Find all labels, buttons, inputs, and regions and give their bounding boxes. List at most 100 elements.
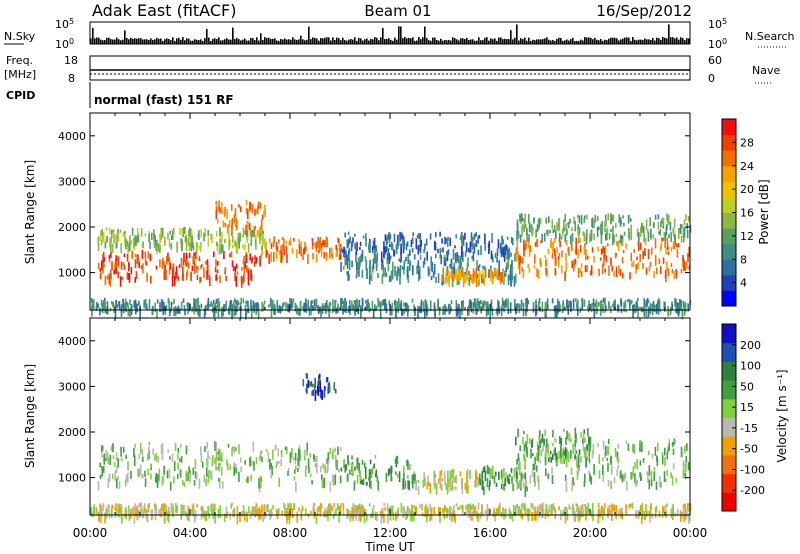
colorbar-tick-label: 8 <box>740 253 747 266</box>
echo-cell <box>680 446 683 458</box>
echo-cell <box>589 436 592 448</box>
nsky-bar <box>430 40 432 44</box>
echo-cell <box>433 263 436 275</box>
echo-cell <box>651 513 654 519</box>
echo-cell <box>136 235 138 243</box>
echo-cell <box>685 261 687 270</box>
echo-cell <box>482 269 484 275</box>
echo-cell <box>498 471 500 480</box>
echo-cell <box>494 268 497 273</box>
echo-cell <box>425 238 428 246</box>
echo-cell <box>467 503 470 512</box>
echo-cell <box>234 208 237 217</box>
echo-cell <box>189 234 192 245</box>
echo-cell <box>185 470 187 482</box>
echo-cell <box>591 450 594 459</box>
echo-cell <box>185 234 188 244</box>
echo-cell <box>630 503 632 508</box>
echo-cell <box>176 473 179 479</box>
nsearch-tick-top: 105 <box>708 17 727 31</box>
echo-cell <box>610 503 613 509</box>
nsky-bar <box>410 38 412 44</box>
echo-cell <box>173 275 176 287</box>
echo-cell <box>444 513 446 520</box>
echo-cell <box>147 251 150 259</box>
echo-cell <box>318 506 321 512</box>
echo-cell <box>454 252 457 263</box>
echo-cell <box>169 230 171 235</box>
echo-cell <box>433 473 436 484</box>
nsky-bar <box>178 37 180 44</box>
echo-cell <box>523 239 525 251</box>
echo-cell <box>444 505 446 512</box>
nsky-bar <box>380 37 382 44</box>
echo-cell <box>273 303 276 309</box>
echo-cell <box>435 276 437 284</box>
echo-cell <box>528 268 531 273</box>
power-xticks <box>89 113 691 310</box>
echo-cell <box>504 245 506 250</box>
echo-cell <box>455 268 457 280</box>
echo-cell <box>168 300 170 310</box>
echo-cell <box>153 244 156 249</box>
echo-cell <box>405 243 408 251</box>
nsky-bar <box>538 39 540 44</box>
echo-cell <box>439 231 441 237</box>
echo-cell <box>375 305 378 311</box>
echo-cell <box>495 308 498 314</box>
echo-cell <box>664 239 666 248</box>
echo-cell <box>444 481 447 486</box>
echo-cell <box>420 239 423 247</box>
echo-cell <box>646 228 649 234</box>
colorbar-cell <box>722 398 736 418</box>
echo-cell <box>537 475 539 482</box>
echo-cell <box>369 259 371 266</box>
echo-cell <box>625 504 627 508</box>
echo-cell <box>475 470 478 480</box>
echo-cell <box>688 252 691 257</box>
nsky-bar <box>300 35 302 44</box>
echo-cell <box>658 258 661 264</box>
echo-cell <box>252 230 254 238</box>
echo-cell <box>470 513 472 521</box>
echo-cell <box>312 242 314 246</box>
echo-cell <box>219 508 222 519</box>
echo-cell <box>575 503 578 507</box>
echo-cell <box>124 303 126 311</box>
echo-cell <box>477 502 480 510</box>
echo-cell <box>664 504 667 513</box>
echo-cell <box>587 428 589 437</box>
echo-cell <box>235 300 237 305</box>
echo-cell <box>281 237 284 241</box>
echo-cell <box>577 224 579 230</box>
echo-cell <box>654 446 657 456</box>
echo-cell <box>433 506 435 515</box>
echo-cell <box>650 470 653 480</box>
echo-cell <box>578 215 581 224</box>
nsky-bar <box>220 40 222 44</box>
echo-cell <box>195 298 197 304</box>
echo-cell <box>250 299 252 310</box>
echo-cell <box>557 302 559 308</box>
nsky-bar <box>576 40 578 44</box>
nsky-bar <box>166 38 168 44</box>
echo-cell <box>528 249 531 257</box>
echo-cell <box>621 474 624 483</box>
echo-cell <box>96 511 98 515</box>
echo-cell <box>379 301 382 312</box>
echo-cell <box>211 503 214 509</box>
echo-cell <box>620 308 623 313</box>
echo-cell <box>271 465 273 476</box>
echo-cell <box>671 441 674 448</box>
nsky-bar <box>212 38 214 44</box>
echo-cell <box>190 243 192 252</box>
echo-cell <box>129 243 131 251</box>
echo-cell <box>361 249 364 259</box>
nsky-bar <box>622 38 624 44</box>
echo-cell <box>571 260 573 269</box>
echo-cell <box>516 478 519 487</box>
echo-cell <box>315 514 318 524</box>
echo-cell <box>572 263 575 272</box>
echo-cell <box>404 481 406 489</box>
echo-cell <box>177 276 180 281</box>
